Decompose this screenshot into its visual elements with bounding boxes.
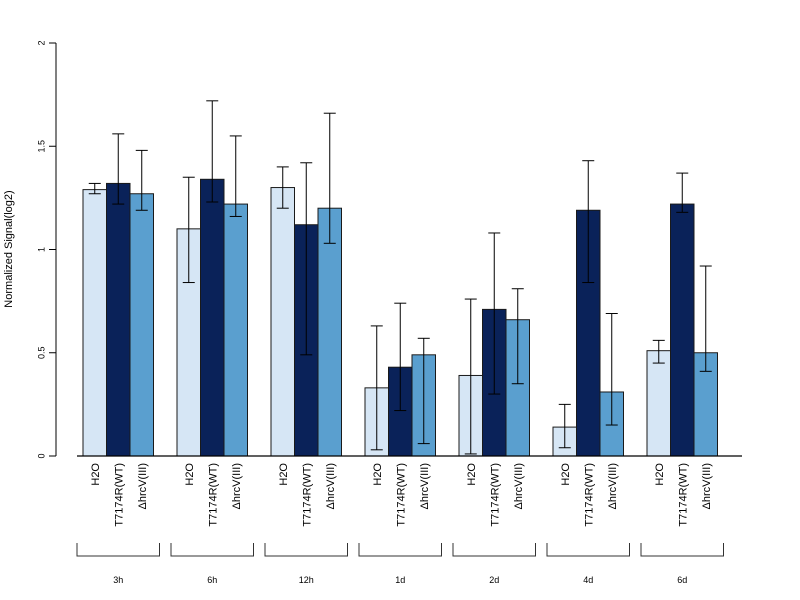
bar-series-label: H2O	[654, 463, 666, 486]
bar-group	[270, 112, 342, 457]
bar	[670, 203, 695, 457]
bar-group	[646, 172, 718, 457]
y-tick-label: 2	[36, 40, 46, 45]
bar-group	[82, 133, 154, 457]
category-label: 12h	[299, 575, 314, 585]
bar-series-label: H2O	[560, 463, 572, 486]
category-bracket	[264, 543, 348, 557]
bar-series-label: T7174R(WT)	[395, 463, 407, 527]
bar-group	[458, 232, 530, 457]
bar-series-label: ΔhrcV(III)	[419, 463, 431, 509]
bar-group	[176, 100, 248, 457]
category-label: 6h	[207, 575, 217, 585]
bar	[129, 193, 154, 457]
bar-series-label: ΔhrcV(III)	[513, 463, 525, 509]
category-bracket	[546, 543, 630, 557]
category-label: 3h	[113, 575, 123, 585]
bar-series-label: H2O	[372, 463, 384, 486]
bar-group	[364, 302, 436, 457]
category-bracket	[640, 543, 724, 557]
y-tick-label: 0.5	[36, 346, 46, 359]
bar-series-label: ΔhrcV(III)	[325, 463, 337, 509]
bar-series-label: T7174R(WT)	[489, 463, 501, 527]
bar-group	[552, 160, 624, 457]
bar-series-label: T7174R(WT)	[113, 463, 125, 527]
bar-series-label: T7174R(WT)	[677, 463, 689, 527]
bar-series-label: H2O	[184, 463, 196, 486]
bar-groups	[77, 100, 742, 457]
bar	[270, 187, 295, 457]
bar	[317, 207, 342, 457]
category-label: 4d	[583, 575, 593, 585]
bar-series-label: ΔhrcV(III)	[701, 463, 713, 509]
x-axis-labels: H2O T7174R(WT) ΔhrcV(III) 3h H2O T7174R(WT) Δh…	[76, 463, 724, 585]
category-label: 1d	[395, 575, 405, 585]
category-bracket	[170, 543, 254, 557]
category-label: 2d	[489, 575, 499, 585]
bar	[646, 350, 671, 457]
bar-series-label: ΔhrcV(III)	[231, 463, 243, 509]
bar-series-label: H2O	[466, 463, 478, 486]
bar-series-label: T7174R(WT)	[207, 463, 219, 527]
bar-series-label: H2O	[278, 463, 290, 486]
bar	[106, 182, 131, 457]
category-bracket	[358, 543, 442, 557]
category-label: 6d	[677, 575, 687, 585]
y-axis: 0 0.5 1 1.5 2	[36, 40, 57, 459]
y-tick-label: 1.5	[36, 140, 46, 153]
bar-series-label: H2O	[90, 463, 102, 486]
bar	[82, 189, 107, 457]
y-axis-label: Normalized Signal(log2)	[3, 190, 15, 307]
category-bracket	[76, 543, 160, 557]
bar-series-label: T7174R(WT)	[583, 463, 595, 527]
bar-series-label: ΔhrcV(III)	[607, 463, 619, 509]
category-bracket	[452, 543, 536, 557]
bar-series-label: ΔhrcV(III)	[137, 463, 149, 509]
y-tick-label: 1	[36, 247, 46, 252]
bar	[200, 178, 225, 457]
bar	[223, 203, 248, 457]
y-tick-label: 0	[36, 453, 46, 458]
bar-series-label: T7174R(WT)	[301, 463, 313, 527]
